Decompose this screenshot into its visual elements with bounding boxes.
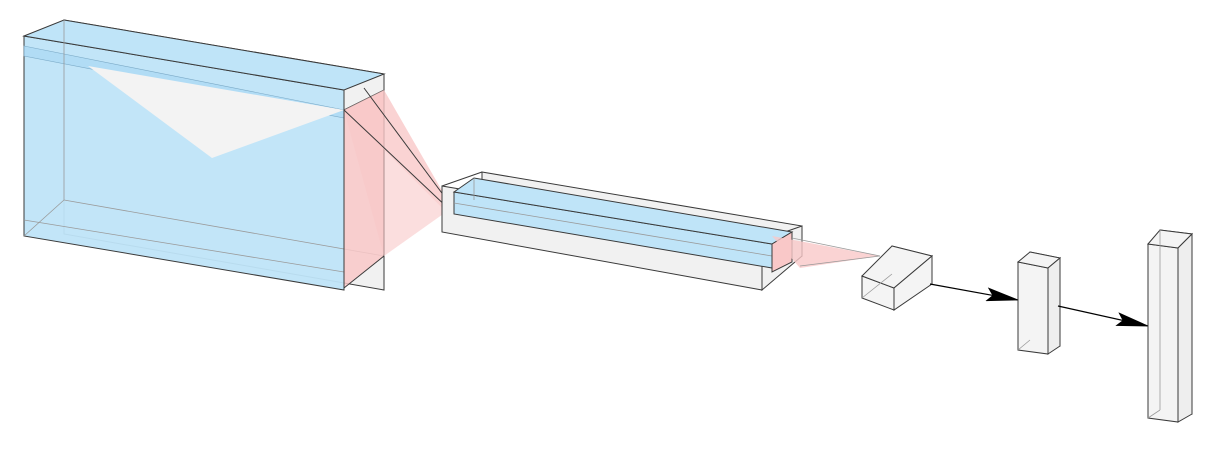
layer-5-block — [1147, 229, 1194, 423]
arrow-3-to-4 — [929, 283, 1020, 302]
layer-2-block — [441, 171, 803, 292]
layer-1-inner-edge — [63, 199, 385, 257]
layer-3-block — [861, 245, 934, 311]
layer-1-highlight — [88, 66, 344, 158]
layer-4-block — [1016, 251, 1062, 355]
layer-1-inner-edge — [23, 219, 345, 273]
layer-5-inner-edge — [1147, 409, 1161, 419]
kernel-line — [363, 87, 451, 205]
arrow-4-to-5 — [1057, 305, 1150, 327]
layer-2-inner-edge — [453, 202, 773, 257]
layer-4-right-face — [1047, 256, 1061, 355]
layer-1-block — [22, 19, 386, 291]
layer-2-edge — [441, 171, 483, 187]
kernel-line — [799, 255, 881, 267]
kernel-line — [791, 237, 881, 257]
kernel-cone — [772, 236, 880, 268]
layer-5-front-face — [1147, 243, 1179, 423]
layer-1-top-face — [22, 19, 386, 91]
kernel-cone — [344, 90, 452, 212]
layer-5-right-face — [1177, 232, 1193, 423]
kernel-projection-1 — [343, 87, 452, 256]
kernel-cone — [344, 110, 446, 256]
layer-1-inner-edge — [23, 199, 65, 237]
layer-3-inner-edge — [861, 273, 893, 299]
kernel-projection-2 — [772, 236, 881, 268]
layer-4-front-face — [1017, 261, 1049, 355]
kernel-line — [343, 109, 451, 211]
layer-4-inner-edge — [1017, 339, 1031, 351]
